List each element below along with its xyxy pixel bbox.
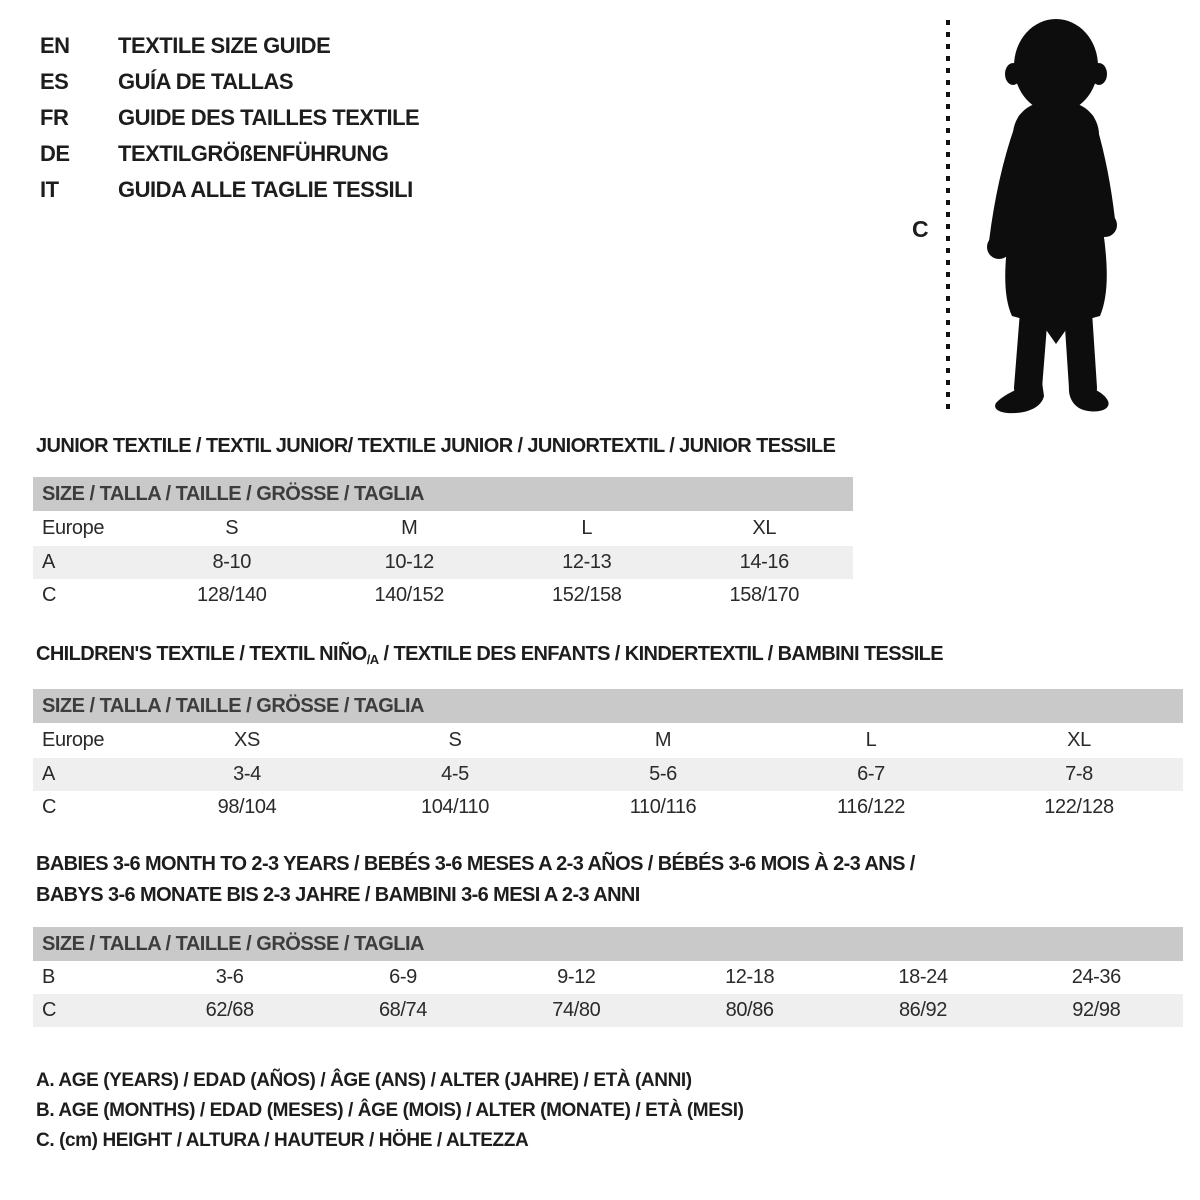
language-code: ES	[40, 69, 69, 94]
size-cell: 9-12	[557, 966, 596, 988]
size-cell: 122/128	[1044, 796, 1114, 818]
size-cell: 98/104	[217, 796, 277, 818]
size-cell: 80/86	[725, 999, 774, 1021]
babies-title-line1: BABIES 3-6 MONTH TO 2-3 YEARS / BEBÉS 3-…	[36, 853, 915, 875]
size-header-bar: SIZE / TALLA / TAILLE / GRÖSSE / TAGLIA	[33, 927, 1183, 961]
children-title-rest: / TEXTILE DES ENFANTS / KINDERTEXTIL / B…	[378, 643, 944, 665]
size-cell: 62/68	[205, 999, 254, 1021]
size-cell: 3-4	[233, 763, 261, 785]
language-row-en: EN TEXTILE SIZE GUIDE	[40, 28, 419, 64]
junior-row-age: A 8-10 10-12 12-13 14-16	[33, 546, 853, 579]
language-row-fr: FR GUIDE DES TAILLES TEXTILE	[40, 100, 420, 136]
children-column-header-row: Europe XS S M L XL	[33, 723, 1183, 758]
babies-row-height: C 62/68 68/74 74/80 80/86 86/92 92/98	[33, 994, 1183, 1027]
babies-row-age-months: B 3-6 6-9 9-12 12-18 18-24 24-36	[33, 961, 1183, 994]
row-label: C	[42, 999, 57, 1021]
children-row-age: A 3-4 4-5 5-6 6-7 7-8	[33, 758, 1183, 791]
column-header: Europe	[42, 729, 105, 751]
language-code: EN	[40, 33, 70, 58]
size-cell: 110/116	[629, 796, 697, 818]
language-title: GUIDA ALLE TAGLIE TESSILI	[118, 177, 413, 202]
size-cell: 12-18	[725, 966, 775, 988]
size-cell: 6-7	[857, 763, 885, 785]
language-row-de: DE TEXTILGRÖßENFÜHRUNG	[40, 136, 419, 172]
language-row-it: IT GUIDA ALLE TAGLIE TESSILI	[40, 172, 419, 208]
babies-size-table: SIZE / TALLA / TAILLE / GRÖSSE / TAGLIA …	[33, 927, 1183, 1027]
height-measure-label: C	[912, 216, 929, 242]
size-cell: 152/158	[552, 584, 622, 606]
language-code: FR	[40, 105, 69, 130]
row-label: A	[42, 551, 55, 573]
size-cell: 8-10	[212, 551, 252, 573]
children-title-main: CHILDREN'S TEXTILE / TEXTIL NIÑO	[36, 643, 367, 665]
row-label: C	[42, 584, 57, 606]
column-header: L	[581, 517, 593, 539]
size-cell: 92/98	[1072, 999, 1121, 1021]
size-cell: 10-12	[384, 551, 435, 573]
size-header-bar: SIZE / TALLA / TAILLE / GRÖSSE / TAGLIA	[33, 689, 1183, 723]
note-age-months: B. AGE (MONTHS) / EDAD (MESES) / ÂGE (MO…	[36, 1100, 744, 1121]
language-title: GUÍA DE TALLAS	[118, 69, 294, 94]
size-cell: 6-9	[389, 966, 417, 988]
babies-section-title: BABIES 3-6 MONTH TO 2-3 YEARS / BEBÉS 3-…	[36, 849, 915, 911]
language-row-es: ES GUÍA DE TALLAS	[40, 64, 419, 100]
babies-title-line2: BABYS 3-6 MONATE BIS 2-3 JAHRE / BAMBINI…	[36, 884, 640, 906]
size-cell: 116/122	[836, 796, 905, 818]
column-header: Europe	[42, 517, 105, 539]
row-label: A	[42, 763, 55, 785]
column-header: XL	[752, 517, 777, 539]
column-header: M	[654, 729, 672, 751]
column-header: S	[448, 729, 462, 751]
size-cell: 68/74	[378, 999, 428, 1021]
size-cell: 104/110	[420, 796, 489, 818]
legend-notes: A. AGE (YEARS) / EDAD (AÑOS) / ÂGE (ANS)…	[36, 1066, 744, 1156]
junior-row-height: C 128/140 140/152 152/158 158/170	[33, 579, 853, 612]
row-label: B	[42, 966, 55, 988]
language-list: EN TEXTILE SIZE GUIDE ES GUÍA DE TALLAS …	[40, 28, 420, 208]
language-code: DE	[40, 141, 70, 166]
note-height-cm: C. (cm) HEIGHT / ALTURA / HAUTEUR / HÖHE…	[36, 1130, 529, 1151]
language-title: TEXTILGRÖßENFÜHRUNG	[118, 141, 389, 166]
language-code: IT	[40, 177, 59, 202]
size-cell: 86/92	[898, 999, 947, 1021]
size-cell: 5-6	[649, 763, 677, 785]
children-row-height: C 98/104 104/110 110/116 116/122 122/128	[33, 791, 1183, 824]
size-cell: 158/170	[729, 584, 800, 606]
size-cell: 12-13	[562, 551, 612, 573]
junior-size-table: SIZE / TALLA / TAILLE / GRÖSSE / TAGLIA …	[33, 477, 853, 612]
size-cell: 140/152	[374, 584, 445, 606]
size-cell: 7-8	[1065, 763, 1093, 785]
column-header: S	[225, 517, 239, 539]
children-size-table: SIZE / TALLA / TAILLE / GRÖSSE / TAGLIA …	[33, 689, 1183, 824]
size-cell: 24-36	[1071, 966, 1122, 988]
children-section-title: CHILDREN'S TEXTILE / TEXTIL NIÑO/A / TEX…	[36, 643, 944, 667]
size-cell: 3-6	[215, 966, 244, 988]
toddler-silhouette-icon	[946, 19, 1117, 414]
column-header: M	[401, 517, 418, 539]
column-header: XS	[234, 729, 260, 751]
column-header: XL	[1067, 729, 1091, 751]
size-cell: 18-24	[898, 966, 948, 988]
junior-column-header-row: Europe S M L XL	[33, 511, 853, 546]
size-cell: 128/140	[197, 584, 267, 606]
size-cell: 4-5	[441, 763, 469, 785]
row-label: C	[42, 796, 57, 818]
note-age-years: A. AGE (YEARS) / EDAD (AÑOS) / ÂGE (ANS)…	[36, 1070, 692, 1091]
size-header-bar: SIZE / TALLA / TAILLE / GRÖSSE / TAGLIA	[33, 477, 853, 511]
size-cell: 14-16	[739, 551, 790, 573]
language-title: GUIDE DES TAILLES TEXTILE	[118, 105, 420, 130]
size-cell: 74/80	[552, 999, 601, 1021]
junior-section-title: JUNIOR TEXTILE / TEXTIL JUNIOR/ TEXTILE …	[36, 435, 836, 457]
language-title: TEXTILE SIZE GUIDE	[118, 33, 331, 58]
column-header: L	[865, 729, 877, 751]
children-title-subscript: /A	[366, 652, 379, 667]
